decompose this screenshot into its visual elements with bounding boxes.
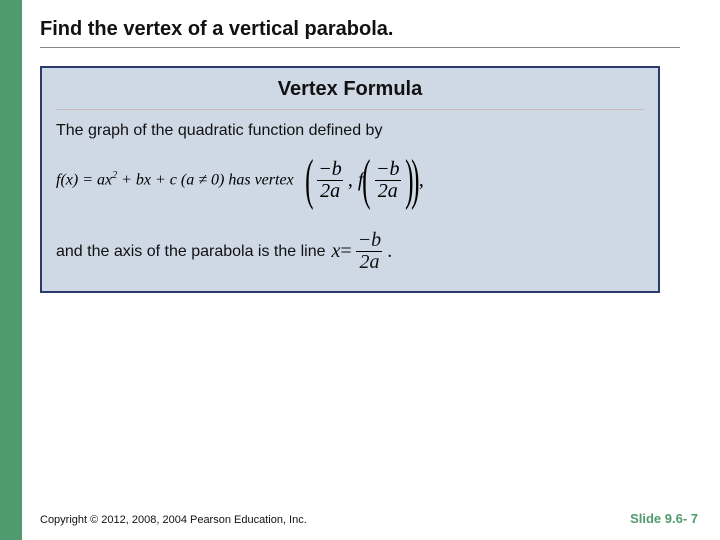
- axis-frac-den: 2a: [356, 251, 382, 273]
- frac-neg-b-over-2a-2: −b 2a: [373, 159, 403, 202]
- axis-period: .: [387, 240, 392, 263]
- frac-num-1: −b: [315, 159, 345, 180]
- axis-text: and the axis of the parabola is the line: [56, 243, 326, 261]
- function-line: f(x) = ax2 + bx + c (a ≠ 0) has vertex (…: [56, 158, 644, 202]
- func-suffix: + bx + c (a ≠ 0) has vertex: [117, 172, 294, 189]
- left-paren-inner: (: [363, 158, 371, 202]
- heading-rule: [56, 109, 644, 110]
- func-prefix: f(x) = ax: [56, 172, 112, 189]
- axis-equation: x = −b 2a .: [332, 230, 393, 273]
- copyright-footer: Copyright © 2012, 2008, 2004 Pearson Edu…: [40, 514, 307, 526]
- vertex-formula-box: Vertex Formula The graph of the quadrati…: [40, 66, 660, 293]
- function-text: f(x) = ax2 + bx + c (a ≠ 0) has vertex: [56, 170, 294, 189]
- frac-den-1: 2a: [317, 180, 343, 202]
- right-paren-outer: ): [411, 158, 419, 202]
- axis-x: x: [332, 240, 341, 263]
- trailing-comma: ,: [419, 169, 424, 192]
- intro-text: The graph of the quadratic function defi…: [56, 122, 644, 140]
- comma-1: ,: [348, 169, 358, 192]
- axis-line: and the axis of the parabola is the line…: [56, 230, 644, 273]
- content-area: Find the vertex of a vertical parabola. …: [40, 18, 690, 293]
- page-title: Find the vertex of a vertical parabola.: [40, 18, 680, 48]
- frac-neg-b-over-2a-1: −b 2a: [315, 159, 345, 202]
- frac-num-2: −b: [373, 159, 403, 180]
- frac-den-2: 2a: [375, 180, 401, 202]
- slide-number: Slide 9.6- 7: [630, 511, 698, 526]
- axis-frac-num: −b: [355, 230, 385, 251]
- accent-sidebar: [0, 0, 22, 540]
- axis-frac: −b 2a: [355, 230, 385, 273]
- left-paren-outer: (: [305, 158, 313, 202]
- box-heading: Vertex Formula: [56, 78, 644, 109]
- vertex-expression: ( −b 2a , f ( −b 2a ) ) ,: [306, 158, 424, 202]
- axis-equals: =: [340, 240, 351, 263]
